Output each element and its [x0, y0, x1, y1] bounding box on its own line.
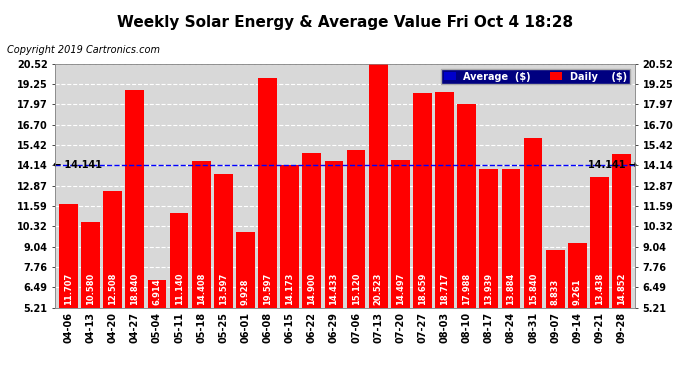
Bar [324, 160, 344, 308]
Text: 8.833: 8.833 [551, 279, 560, 305]
Text: 15.840: 15.840 [529, 273, 538, 305]
Bar [148, 280, 166, 308]
Bar [391, 160, 410, 308]
Text: 12.508: 12.508 [108, 273, 117, 305]
Text: 11.707: 11.707 [64, 273, 73, 305]
Text: 18.717: 18.717 [440, 273, 449, 305]
Bar [192, 161, 210, 308]
Text: 15.120: 15.120 [352, 273, 361, 305]
Text: Copyright 2019 Cartronics.com: Copyright 2019 Cartronics.com [7, 45, 160, 55]
Bar [104, 191, 122, 308]
Bar [302, 153, 322, 308]
Bar [346, 150, 366, 308]
Text: 17.988: 17.988 [462, 273, 471, 305]
Bar [480, 168, 498, 308]
Bar [435, 93, 454, 308]
Text: 14.900: 14.900 [307, 273, 316, 305]
Bar [236, 232, 255, 308]
Bar [546, 250, 564, 308]
Bar [457, 104, 476, 308]
Text: 14.433: 14.433 [329, 273, 338, 305]
Bar [126, 90, 144, 308]
Text: 14.173: 14.173 [285, 273, 294, 305]
Bar [59, 204, 78, 308]
Legend: Average  ($), Daily    ($): Average ($), Daily ($) [441, 69, 630, 84]
Text: 18.840: 18.840 [130, 273, 139, 305]
Text: 14.852: 14.852 [617, 273, 626, 305]
Text: 9.928: 9.928 [241, 279, 250, 305]
Text: 14.497: 14.497 [396, 273, 405, 305]
Bar [524, 138, 542, 308]
Text: 13.884: 13.884 [506, 273, 515, 305]
Bar [258, 78, 277, 308]
Bar [81, 222, 100, 308]
Bar [612, 154, 631, 308]
Text: 10.580: 10.580 [86, 273, 95, 305]
Text: 18.659: 18.659 [418, 273, 427, 305]
Bar [502, 170, 520, 308]
Text: 13.438: 13.438 [595, 273, 604, 305]
Text: ← 14.141: ← 14.141 [53, 160, 102, 170]
Bar [214, 174, 233, 308]
Text: 14.408: 14.408 [197, 273, 206, 305]
Text: 13.939: 13.939 [484, 273, 493, 305]
Text: 19.597: 19.597 [263, 273, 272, 305]
Text: 13.597: 13.597 [219, 273, 228, 305]
Bar [568, 243, 586, 308]
Text: 11.140: 11.140 [175, 273, 184, 305]
Text: 14.141 →: 14.141 → [588, 160, 637, 170]
Bar [368, 64, 388, 308]
Text: 6.914: 6.914 [152, 279, 161, 305]
Text: 9.261: 9.261 [573, 279, 582, 305]
Bar [280, 165, 299, 308]
Text: 20.523: 20.523 [374, 273, 383, 305]
Bar [170, 213, 188, 308]
Text: Weekly Solar Energy & Average Value Fri Oct 4 18:28: Weekly Solar Energy & Average Value Fri … [117, 15, 573, 30]
Bar [413, 93, 432, 308]
Bar [590, 177, 609, 308]
